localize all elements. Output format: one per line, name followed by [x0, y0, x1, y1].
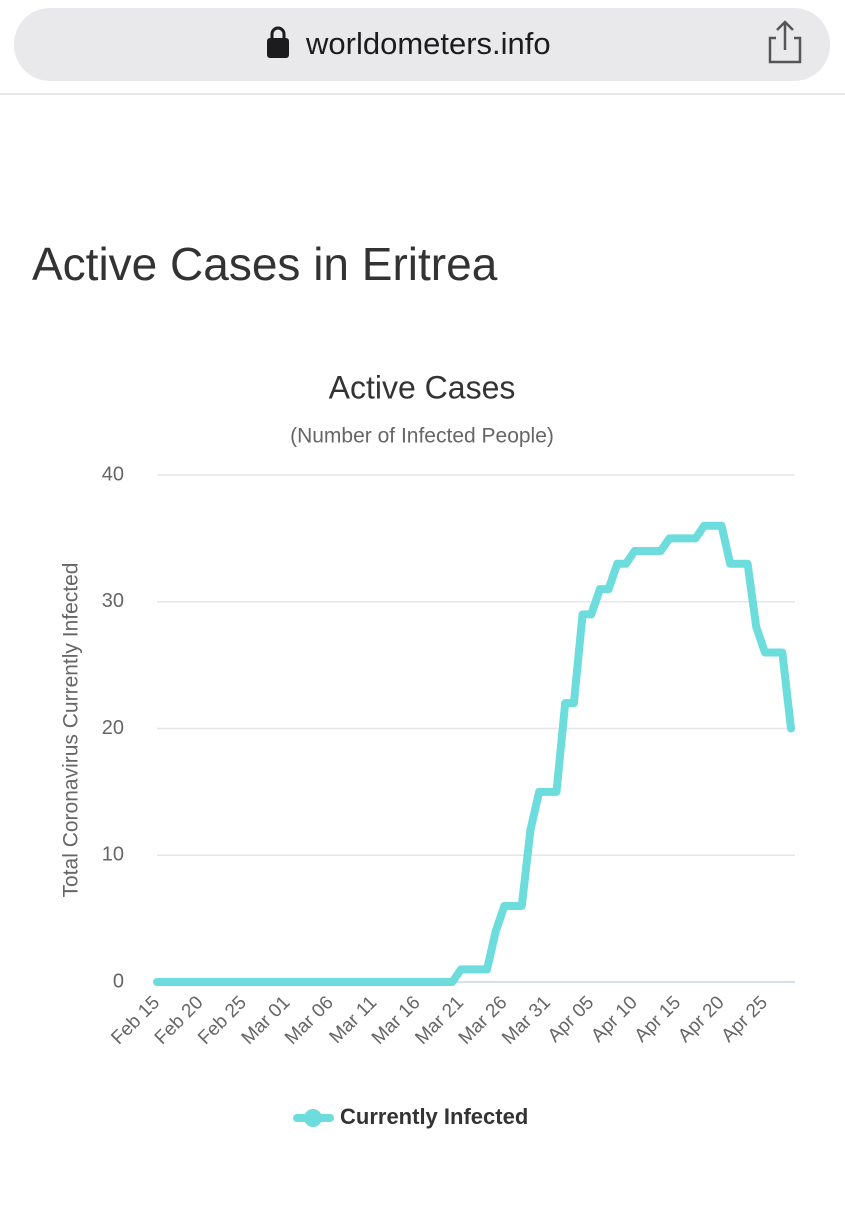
x-tick-label: Mar 21 — [411, 992, 468, 1049]
x-tick-label: Mar 31 — [498, 992, 555, 1049]
x-tick-label: Apr 20 — [674, 992, 728, 1046]
x-tick-label: Feb 15 — [107, 992, 164, 1049]
legend-marker — [304, 1109, 322, 1127]
url: worldometers.info — [305, 26, 551, 61]
y-axis-title: Total Coronavirus Currently Infected — [60, 563, 83, 898]
legend-label: Currently Infected — [340, 1104, 528, 1129]
share-button[interactable] — [768, 20, 802, 64]
x-tick-label: Mar 06 — [281, 992, 338, 1049]
y-tick-label: 20 — [102, 717, 124, 739]
x-tick-label: Mar 01 — [238, 992, 295, 1049]
x-tick-label: Mar 16 — [368, 992, 425, 1049]
x-tick-label: Apr 05 — [544, 992, 598, 1046]
x-tick-label: Feb 25 — [194, 992, 251, 1049]
x-tick-label: Apr 25 — [718, 992, 772, 1046]
y-tick-label: 40 — [102, 463, 124, 485]
address-bar[interactable] — [14, 8, 830, 81]
x-tick-label: Apr 15 — [631, 992, 685, 1046]
chart-subtitle: (Number of Infected People) — [290, 425, 554, 448]
y-tick-label: 30 — [102, 590, 124, 612]
data-line — [153, 521, 795, 986]
chart-title: Active Cases — [329, 369, 516, 405]
page-heading: Active Cases in Eritrea — [32, 238, 498, 290]
x-tick-label: Feb 20 — [151, 992, 208, 1049]
x-tick-label: Mar 26 — [455, 992, 512, 1049]
y-tick-label: 10 — [102, 844, 124, 866]
y-tick-label: 0 — [113, 970, 124, 992]
x-tick-label: Apr 10 — [587, 992, 641, 1046]
lock-icon — [267, 26, 289, 58]
